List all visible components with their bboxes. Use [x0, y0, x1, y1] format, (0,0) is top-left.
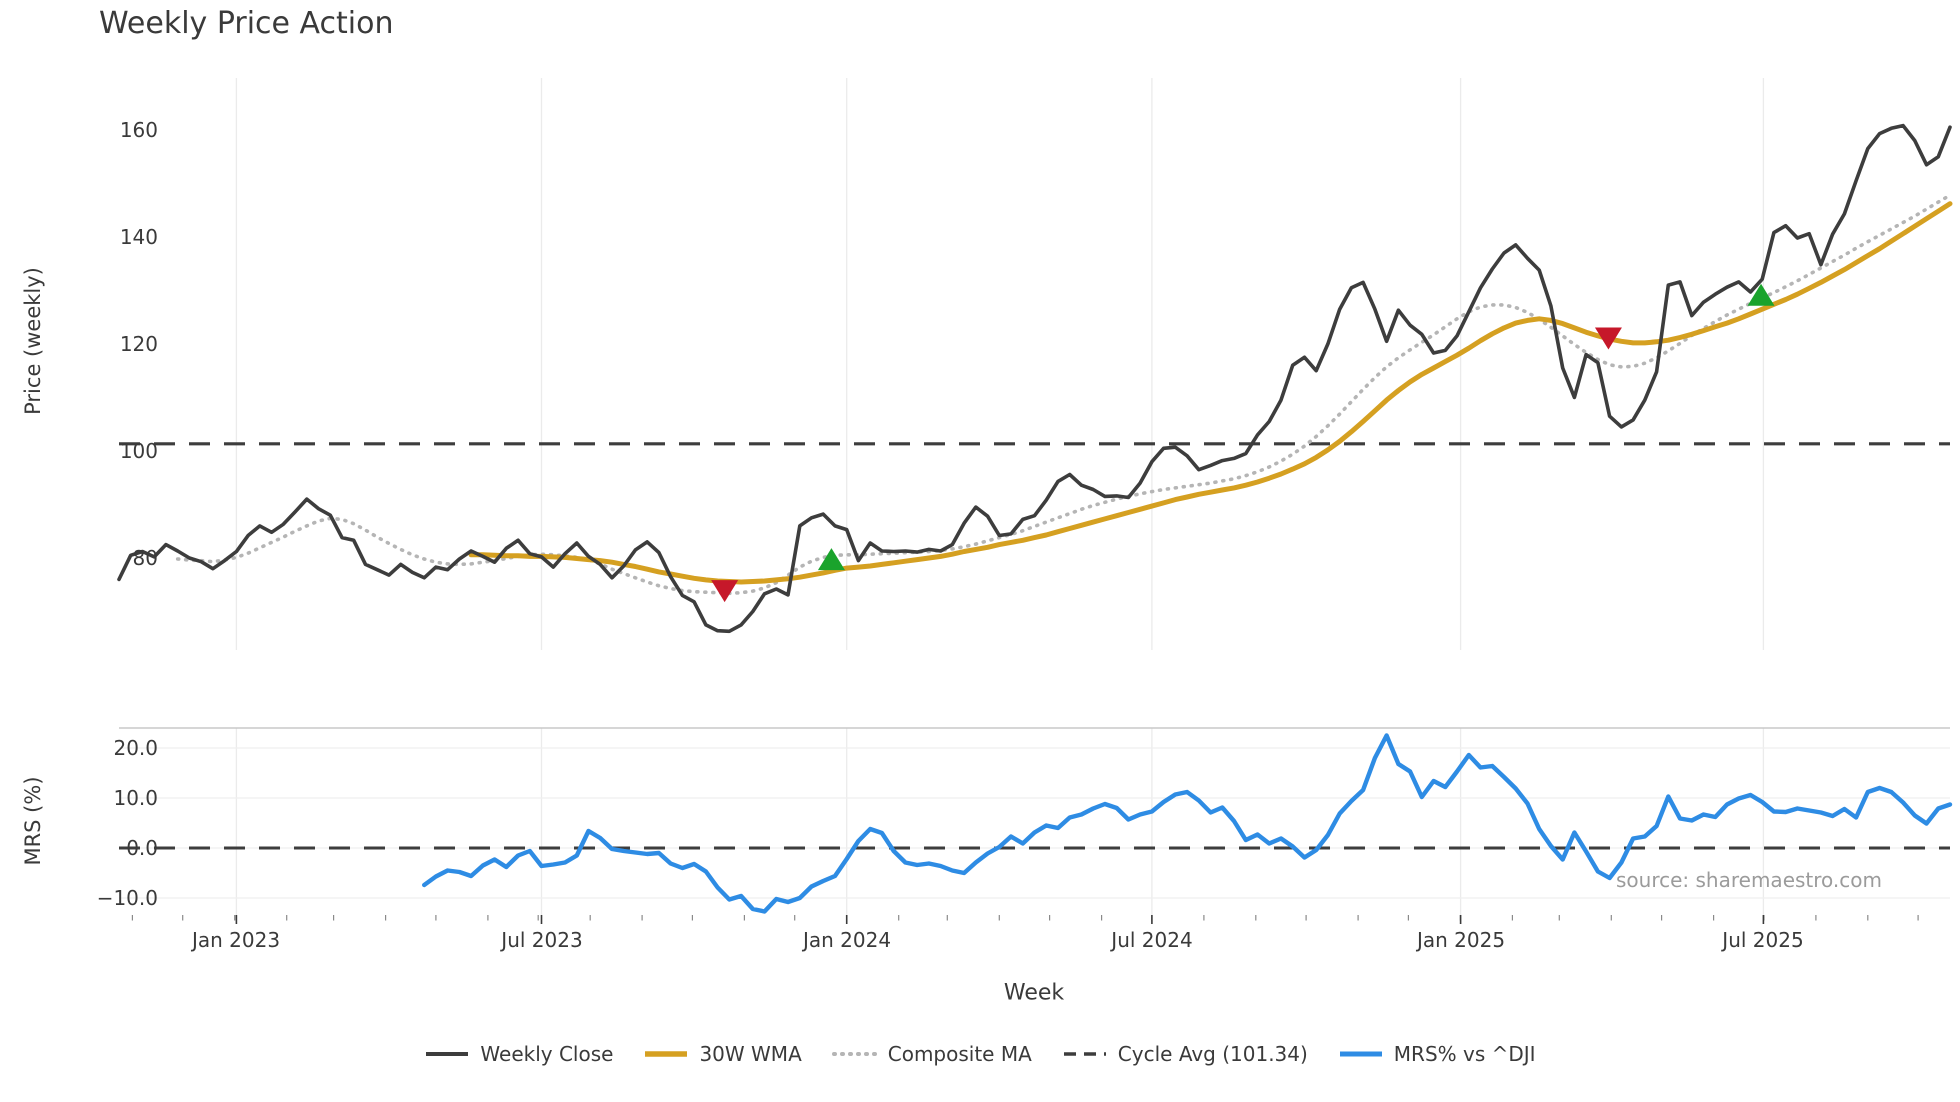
- mrs-ytick-10.0: 10.0: [113, 786, 158, 810]
- x-tick-label-Jul 2024: Jul 2024: [1111, 928, 1193, 952]
- x-tick-label-Jan 2024: Jan 2024: [802, 928, 892, 952]
- signal-marker-up-3: [1747, 283, 1775, 306]
- mrs-ytick-−10.0: −10.0: [96, 886, 158, 910]
- price-weekly-close-line: [117, 123, 1952, 634]
- signal-marker-down-2: [1594, 327, 1622, 350]
- mrs-ytick-0.0: 0.0: [126, 836, 158, 860]
- legend-label: MRS% vs ^DJI: [1393, 1042, 1536, 1066]
- price-ytick-100: 100: [119, 439, 158, 463]
- legend-swatch-dashed: [1063, 1052, 1106, 1056]
- legend-swatch-dotted: [831, 1052, 878, 1056]
- legend-item-mrs-vs-dji: MRS% vs ^DJI: [1338, 1042, 1536, 1066]
- signal-marker-down-0: [711, 580, 739, 603]
- mrs-ytick-20.0: 20.0: [113, 736, 158, 760]
- price-30w-wma-line: [468, 201, 1953, 585]
- x-axis-title: Week: [1003, 980, 1065, 1006]
- legend-swatch-solid: [645, 1051, 688, 1057]
- chart-title: Weekly Price Action: [99, 6, 394, 41]
- price-ytick-160: 160: [119, 118, 158, 142]
- mrs-axis-label: MRS (%): [21, 776, 45, 866]
- legend-label: Weekly Close: [480, 1042, 614, 1066]
- x-tick-label-Jul 2025: Jul 2025: [1722, 928, 1804, 952]
- source-attribution: source: sharemaestro.com: [1616, 868, 1882, 892]
- price-ytick-140: 140: [119, 225, 158, 249]
- price-ytick-80: 80: [132, 546, 158, 570]
- signal-marker-up-1: [817, 548, 845, 571]
- legend-item-30w-wma: 30W WMA: [643, 1042, 802, 1066]
- price-composite-ma-line: [175, 193, 1952, 596]
- legend-swatch-solid: [426, 1052, 469, 1056]
- legend-item-weekly-close: Weekly Close: [424, 1042, 613, 1066]
- legend-label: Cycle Avg (101.34): [1117, 1042, 1308, 1066]
- legend-label: 30W WMA: [699, 1042, 802, 1066]
- price-axis-label: Price (weekly): [21, 267, 45, 415]
- legend-label: Composite MA: [887, 1042, 1032, 1066]
- x-tick-label-Jul 2023: Jul 2023: [501, 928, 583, 952]
- legend-swatch-solid: [1339, 1051, 1382, 1057]
- price-ytick-120: 120: [119, 332, 158, 356]
- mrs-line: [422, 733, 1953, 914]
- legend-item-composite-ma: Composite MA: [831, 1042, 1032, 1066]
- legend-item-cycle-avg-101-34-: Cycle Avg (101.34): [1062, 1042, 1308, 1066]
- x-tick-label-Jan 2023: Jan 2023: [191, 928, 281, 952]
- x-tick-label-Jan 2025: Jan 2025: [1416, 928, 1506, 952]
- chart-legend: Weekly Close 30W WMA Composite MA Cycle Avg…: [0, 1036, 1960, 1072]
